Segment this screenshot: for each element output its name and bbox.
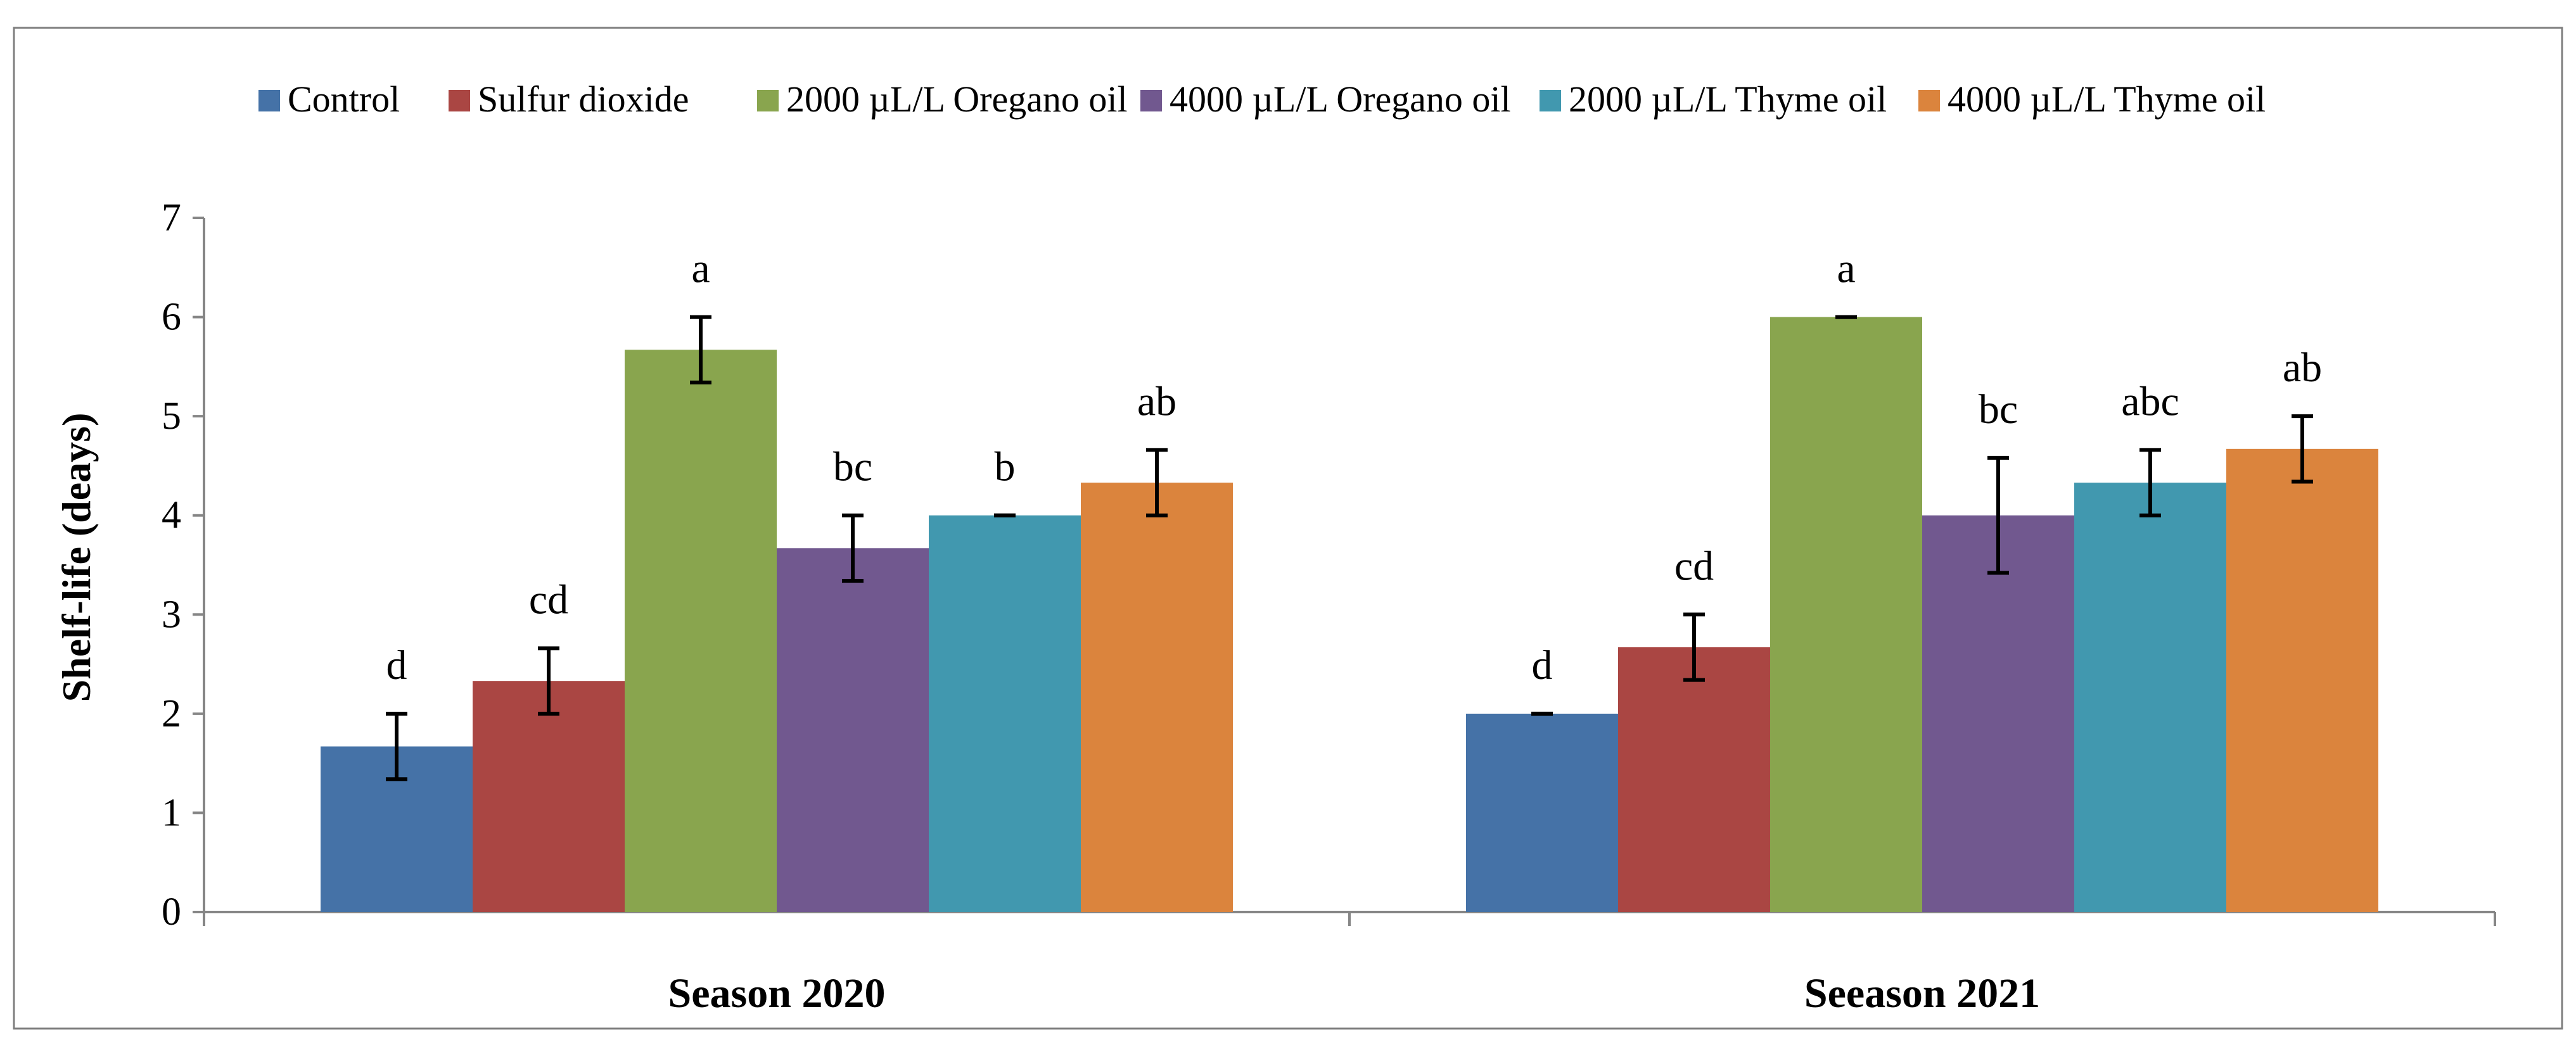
y-tick-label: 7	[162, 196, 181, 239]
bar	[1618, 647, 1770, 912]
significance-letter: d	[386, 642, 407, 688]
y-tick-label: 5	[162, 395, 181, 438]
significance-letter: ab	[2283, 345, 2322, 391]
significance-letter: ab	[1137, 378, 1176, 424]
legend-swatch	[757, 90, 779, 111]
bar	[2226, 448, 2378, 912]
legend: Control Sulfur dioxide 2000 µL/L Oregano o…	[258, 79, 2266, 120]
y-tick-label: 4	[162, 494, 181, 537]
bar	[777, 548, 929, 912]
legend-label: Sulfur dioxide	[478, 79, 689, 120]
legend-swatch	[1140, 90, 1162, 111]
y-tick-label: 0	[162, 890, 181, 934]
significance-letter: b	[995, 444, 1016, 490]
bar	[1081, 483, 1233, 912]
significance-letter: a	[1837, 246, 1855, 292]
significance-letter: abc	[2121, 378, 2179, 424]
legend-label: 4000 µL/L Oregano oil	[1170, 79, 1511, 120]
x-category-label: Season 2020	[668, 970, 886, 1017]
significance-letter: d	[1532, 642, 1553, 688]
y-tick-label: 3	[162, 593, 181, 636]
legend-swatch	[1540, 90, 1561, 111]
bar	[2074, 483, 2226, 912]
bar	[1466, 713, 1618, 912]
y-axis-label: Shelf-life (deays)	[54, 413, 99, 702]
y-tick-label: 1	[162, 791, 181, 834]
significance-letter: bc	[833, 444, 872, 490]
legend-label: 4000 µL/L Thyme oil	[1948, 79, 2266, 120]
y-tick-label: 2	[162, 692, 181, 735]
significance-letter: bc	[1979, 386, 2018, 433]
legend-label: 2000 µL/L Thyme oil	[1569, 79, 1887, 120]
bar	[473, 681, 625, 912]
significance-letter: cd	[1674, 543, 1714, 589]
significance-letter: cd	[529, 577, 568, 623]
bar	[1770, 317, 1922, 913]
legend-swatch	[449, 90, 470, 111]
legend-label: Control	[288, 79, 400, 120]
significance-letter: a	[691, 246, 710, 292]
x-category-label: Seeason 2021	[1804, 970, 2040, 1017]
bar	[929, 515, 1081, 912]
bar	[1922, 515, 2074, 912]
legend-swatch	[258, 90, 280, 111]
legend-label: 2000 µL/L Oregano oil	[786, 79, 1128, 120]
bar	[625, 350, 777, 912]
legend-swatch	[1918, 90, 1940, 111]
y-tick-label: 6	[162, 296, 181, 339]
